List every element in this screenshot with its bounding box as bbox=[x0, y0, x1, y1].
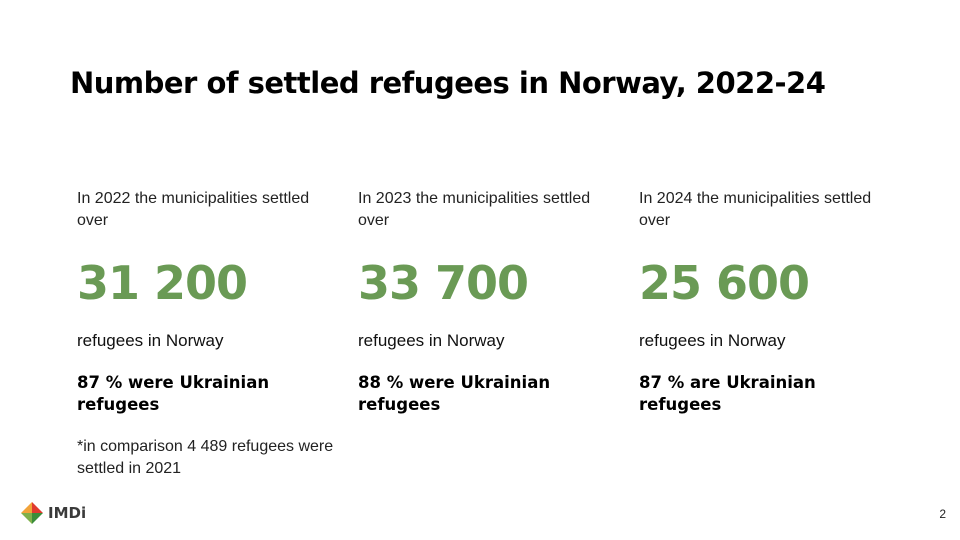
logo-segment-bottom-right bbox=[32, 513, 43, 524]
slide-title: Number of settled refugees in Norway, 20… bbox=[70, 66, 826, 100]
stat-intro: In 2023 the municipalities settled over bbox=[358, 190, 591, 229]
stat-number: 31 200 bbox=[77, 256, 248, 310]
stat-intro: In 2022 the municipalities settled over bbox=[77, 190, 310, 229]
stat-subtext: refugees in Norway bbox=[358, 331, 505, 350]
stat-share: 88 % were Ukrainian refugees bbox=[358, 373, 551, 414]
stat-subtext: refugees in Norway bbox=[77, 331, 224, 350]
logo-segment-bottom-left bbox=[21, 513, 32, 524]
stat-column-2023: In 2023 the municipalities settled over … bbox=[358, 188, 618, 416]
stat-number: 33 700 bbox=[358, 256, 529, 310]
imdi-logo: IMDi bbox=[20, 501, 86, 525]
stat-column-2022: In 2022 the municipalities settled over … bbox=[77, 188, 337, 480]
stat-number: 25 600 bbox=[639, 256, 810, 310]
logo-text: IMDi bbox=[48, 504, 87, 522]
logo-segment-left bbox=[21, 502, 32, 513]
page-number: 2 bbox=[939, 507, 946, 521]
stat-subtext: refugees in Norway bbox=[639, 331, 786, 350]
logo-segment-top bbox=[32, 502, 43, 513]
stat-share: 87 % are Ukrainian refugees bbox=[639, 373, 816, 414]
stat-intro: In 2024 the municipalities settled over bbox=[639, 190, 872, 229]
imdi-diamond-logo-icon bbox=[21, 502, 43, 524]
stat-share: 87 % were Ukrainian refugees bbox=[77, 373, 270, 414]
stat-column-2024: In 2024 the municipalities settled over … bbox=[639, 188, 899, 416]
stat-footnote: *in comparison 4 489 refugees were settl… bbox=[77, 438, 334, 477]
